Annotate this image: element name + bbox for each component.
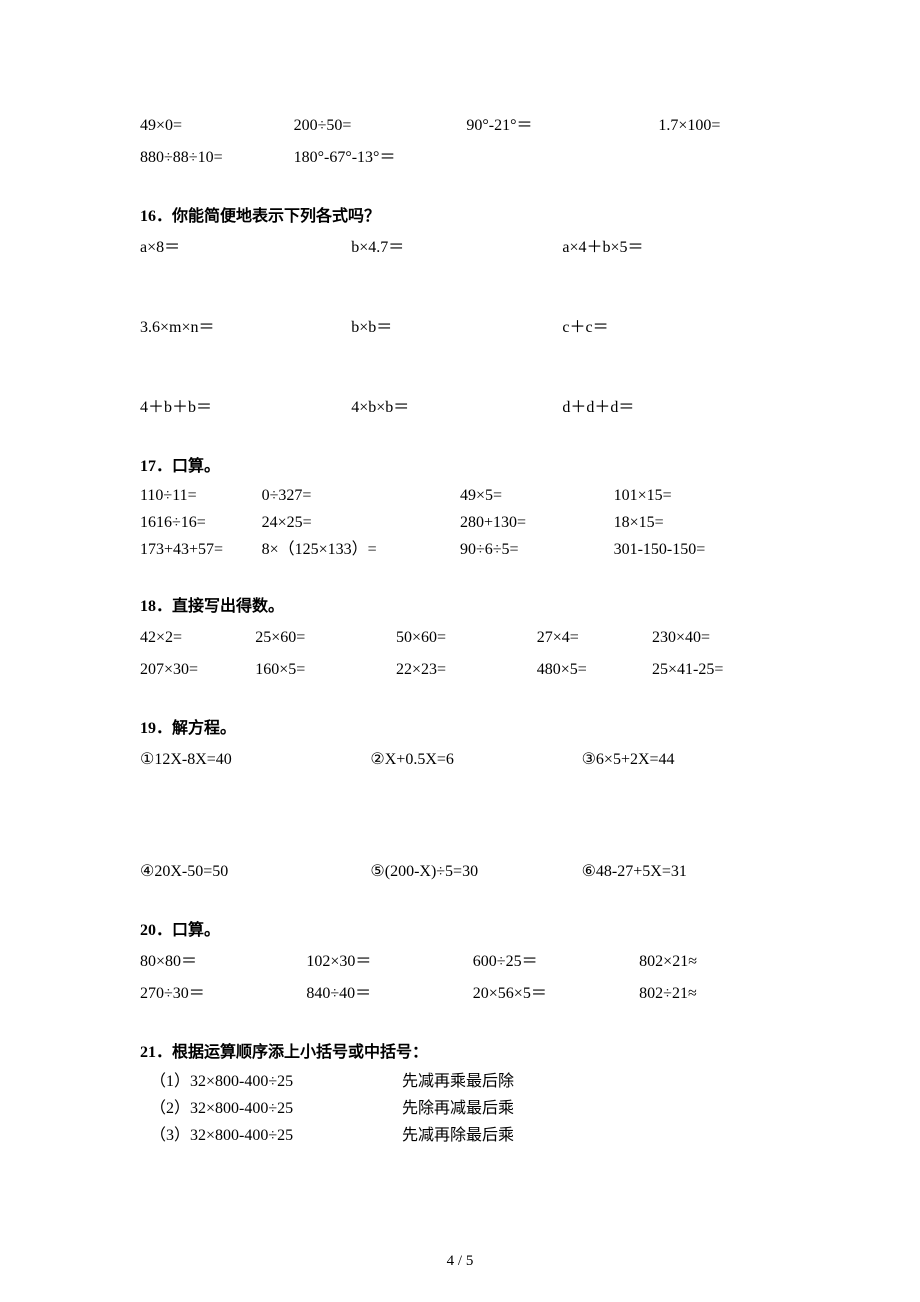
expression: a×8＝ <box>140 232 351 264</box>
expression: 4＋b＋b＝ <box>140 392 351 424</box>
q18-body: 42×2= 25×60= 50×60= 27×4= 230×40= 207×30… <box>140 622 780 686</box>
expression: 230×40= <box>652 622 710 654</box>
expression: 802×21≈ <box>639 946 697 978</box>
expression: 50×60= <box>396 622 537 654</box>
expression: 8×（125×133）= <box>262 536 460 563</box>
expression: （1）32×800-400÷25 <box>150 1068 402 1095</box>
expression: b×4.7＝ <box>351 232 562 264</box>
expression: 22×23= <box>396 654 537 686</box>
q19-body: ①12X-8X=40 ②X+0.5X=6 ③6×5+2X=44 ④20X-50=… <box>140 744 780 888</box>
expression: 49×0= <box>140 110 294 142</box>
expression: 101×15= <box>614 482 672 509</box>
q17-title: 17．口算。 <box>140 452 780 476</box>
expression: 802÷21≈ <box>639 978 697 1010</box>
expression: 173+43+57= <box>140 536 262 563</box>
expression: 1616÷16= <box>140 509 262 536</box>
instruction: 先除再减最后乘 <box>402 1095 514 1122</box>
pre-section: 49×0= 200÷50= 90°-21°＝ 1.7×100= 880÷88÷1… <box>140 110 780 174</box>
expression: 301-150-150= <box>614 536 706 563</box>
expression: 600÷25＝ <box>473 946 639 978</box>
expression: 270÷30＝ <box>140 978 306 1010</box>
q18-row-2: 207×30= 160×5= 22×23= 480×5= 25×41-25= <box>140 654 780 686</box>
expression: 49×5= <box>460 482 614 509</box>
expression: 24×25= <box>262 509 460 536</box>
expression: 880÷88÷10= <box>140 142 294 174</box>
expression: 90÷6÷5= <box>460 536 614 563</box>
q16-body: a×8＝ b×4.7＝ a×4＋b×5＝ 3.6×m×n＝ b×b＝ c＋c＝ … <box>140 232 780 424</box>
expression: 4×b×b＝ <box>351 392 562 424</box>
expression: 180°-67°-13°＝ <box>294 142 396 174</box>
expression: ⑥48-27+5X=31 <box>582 856 687 888</box>
q19-row-2: ④20X-50=50 ⑤(200-X)÷5=30 ⑥48-27+5X=31 <box>140 856 780 888</box>
expression: 480×5= <box>537 654 652 686</box>
expression: 80×80＝ <box>140 946 306 978</box>
q17-row-2: 1616÷16= 24×25= 280+130= 18×15= <box>140 509 780 536</box>
expression: b×b＝ <box>351 312 562 344</box>
expression: 280+130= <box>460 509 614 536</box>
expression: a×4＋b×5＝ <box>562 232 643 264</box>
expression: ④20X-50=50 <box>140 856 370 888</box>
q19-row-1: ①12X-8X=40 ②X+0.5X=6 ③6×5+2X=44 <box>140 744 780 776</box>
q21-row-3: （3）32×800-400÷25 先减再除最后乘 <box>150 1122 780 1149</box>
expression: c＋c＝ <box>562 312 608 344</box>
q18-row-1: 42×2= 25×60= 50×60= 27×4= 230×40= <box>140 622 780 654</box>
expression: 200÷50= <box>294 110 467 142</box>
q20-row-1: 80×80＝ 102×30＝ 600÷25＝ 802×21≈ <box>140 946 780 978</box>
pre-row-2: 880÷88÷10= 180°-67°-13°＝ <box>140 142 780 174</box>
q17-row-3: 173+43+57= 8×（125×133）= 90÷6÷5= 301-150-… <box>140 536 780 563</box>
q18-title: 18．直接写出得数。 <box>140 592 780 616</box>
expression: （3）32×800-400÷25 <box>150 1122 402 1149</box>
q20-title: 20．口算。 <box>140 916 780 940</box>
expression: ①12X-8X=40 <box>140 744 370 776</box>
q16-row-1: a×8＝ b×4.7＝ a×4＋b×5＝ <box>140 232 780 264</box>
q21-row-2: （2）32×800-400÷25 先除再减最后乘 <box>150 1095 780 1122</box>
expression: ②X+0.5X=6 <box>370 744 581 776</box>
pre-row-1: 49×0= 200÷50= 90°-21°＝ 1.7×100= <box>140 110 780 142</box>
expression: 25×41-25= <box>652 654 723 686</box>
q17-row-1: 110÷11= 0÷327= 49×5= 101×15= <box>140 482 780 509</box>
q16-row-2: 3.6×m×n＝ b×b＝ c＋c＝ <box>140 312 780 344</box>
expression: 207×30= <box>140 654 255 686</box>
instruction: 先减再乘最后除 <box>402 1068 514 1095</box>
q21-row-1: （1）32×800-400÷25 先减再乘最后除 <box>150 1068 780 1095</box>
expression: 20×56×5＝ <box>473 978 639 1010</box>
instruction: 先减再除最后乘 <box>402 1122 514 1149</box>
q17-body: 110÷11= 0÷327= 49×5= 101×15= 1616÷16= 24… <box>140 482 780 564</box>
expression: 840÷40＝ <box>306 978 472 1010</box>
expression: 1.7×100= <box>658 110 720 142</box>
expression: ③6×5+2X=44 <box>582 744 675 776</box>
expression: 102×30＝ <box>306 946 472 978</box>
expression: 18×15= <box>614 509 664 536</box>
page: 49×0= 200÷50= 90°-21°＝ 1.7×100= 880÷88÷1… <box>0 0 920 1302</box>
q20-body: 80×80＝ 102×30＝ 600÷25＝ 802×21≈ 270÷30＝ 8… <box>140 946 780 1010</box>
expression: 42×2= <box>140 622 255 654</box>
q19-title: 19．解方程。 <box>140 714 780 738</box>
q16-title: 16．你能简便地表示下列各式吗？ <box>140 202 780 226</box>
q21-title: 21．根据运算顺序添上小括号或中括号： <box>140 1038 780 1062</box>
q20-row-2: 270÷30＝ 840÷40＝ 20×56×5＝ 802÷21≈ <box>140 978 780 1010</box>
q21-body: （1）32×800-400÷25 先减再乘最后除 （2）32×800-400÷2… <box>140 1068 780 1150</box>
expression: 3.6×m×n＝ <box>140 312 351 344</box>
expression: 25×60= <box>255 622 396 654</box>
expression: d＋d＋d＝ <box>562 392 634 424</box>
expression: 27×4= <box>537 622 652 654</box>
page-footer: 4 / 5 <box>0 1253 920 1270</box>
expression: 160×5= <box>255 654 396 686</box>
expression: （2）32×800-400÷25 <box>150 1095 402 1122</box>
expression: ⑤(200-X)÷5=30 <box>370 856 581 888</box>
expression: 0÷327= <box>262 482 460 509</box>
expression: 90°-21°＝ <box>466 110 658 142</box>
expression: 110÷11= <box>140 482 262 509</box>
q16-row-3: 4＋b＋b＝ 4×b×b＝ d＋d＋d＝ <box>140 392 780 424</box>
